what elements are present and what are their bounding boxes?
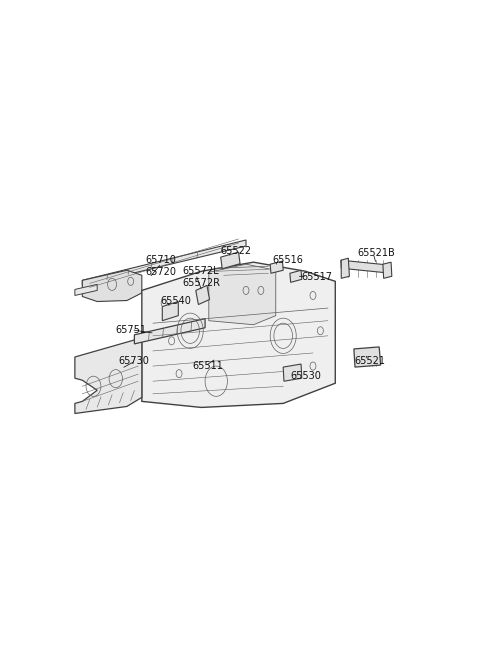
Text: 65521B: 65521B: [358, 248, 396, 257]
Text: 65540: 65540: [160, 295, 192, 305]
Polygon shape: [83, 240, 246, 286]
Polygon shape: [383, 262, 392, 278]
Polygon shape: [221, 252, 240, 269]
Polygon shape: [142, 262, 335, 407]
Text: 65572L
65572R: 65572L 65572R: [183, 266, 221, 288]
Text: 65511: 65511: [192, 361, 223, 371]
Polygon shape: [290, 271, 302, 282]
Polygon shape: [83, 271, 142, 301]
Text: 65522: 65522: [220, 246, 251, 256]
Polygon shape: [162, 301, 178, 321]
Polygon shape: [196, 286, 210, 305]
Text: 65517: 65517: [302, 272, 333, 282]
Text: 65516: 65516: [272, 255, 303, 265]
Polygon shape: [209, 264, 276, 325]
Text: 65521: 65521: [354, 356, 385, 366]
Text: 65710
65720: 65710 65720: [145, 255, 177, 277]
Text: 65530: 65530: [290, 371, 322, 381]
Polygon shape: [134, 319, 205, 344]
Polygon shape: [354, 347, 381, 367]
Polygon shape: [283, 364, 302, 381]
Polygon shape: [270, 261, 283, 273]
Polygon shape: [341, 260, 391, 273]
Text: 65730: 65730: [119, 356, 150, 366]
Polygon shape: [75, 338, 142, 413]
Polygon shape: [341, 258, 349, 278]
Text: 65751: 65751: [115, 325, 146, 335]
Polygon shape: [75, 284, 97, 295]
